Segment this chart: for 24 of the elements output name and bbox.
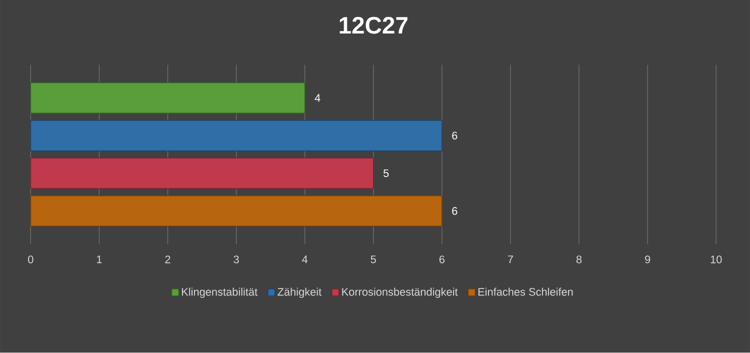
x-tick-label: 1 bbox=[97, 256, 102, 264]
x-tick-label: 7 bbox=[508, 256, 513, 264]
data-label: 4 bbox=[314, 94, 320, 102]
x-tick-label: 4 bbox=[302, 256, 308, 264]
x-tick-label: 6 bbox=[439, 256, 444, 264]
data-label: 5 bbox=[384, 170, 389, 178]
data-label: 6 bbox=[452, 132, 458, 140]
legend-label: Einfaches Schleifen bbox=[478, 288, 573, 296]
legend-label: Korrosionsbeständigkeit bbox=[342, 288, 458, 298]
chart-title: 12C27 bbox=[340, 17, 408, 34]
x-tick-label: 8 bbox=[576, 256, 582, 264]
bar bbox=[30, 120, 442, 152]
data-label: 6 bbox=[452, 207, 458, 215]
legend-label: Zähigkeit bbox=[278, 288, 322, 298]
x-tick-label: 9 bbox=[645, 256, 650, 264]
x-tick-label: 3 bbox=[234, 256, 239, 264]
x-tick-label: 0 bbox=[28, 256, 34, 264]
x-tick-label: 5 bbox=[370, 256, 376, 264]
legend-label: Klingenstabilität bbox=[182, 288, 258, 298]
bar bbox=[30, 158, 374, 190]
bar bbox=[30, 195, 442, 227]
x-tick-label: 10 bbox=[710, 256, 722, 264]
x-tick-label: 2 bbox=[165, 256, 170, 264]
bar bbox=[30, 82, 306, 114]
